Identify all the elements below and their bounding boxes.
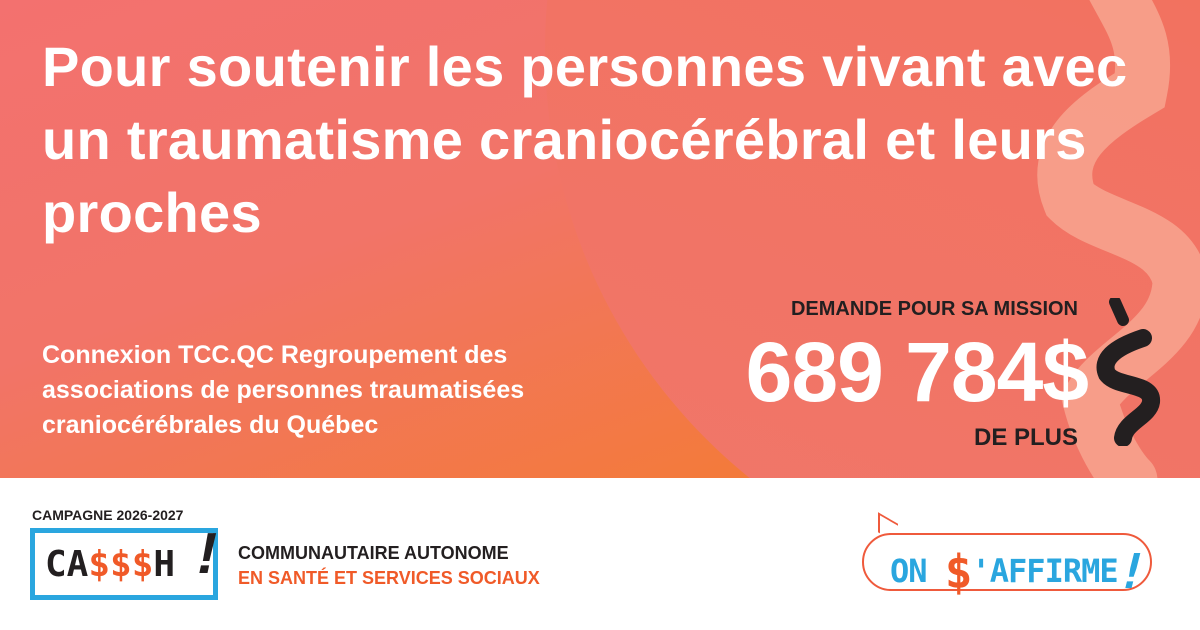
organization-name: Connexion TCC.QC Regroupement des associ… [42,341,525,439]
ask-amount: 689 784$ [745,325,1089,419]
headline: Pour soutenir les personnes vivant avec … [42,35,1128,244]
ask-suffix: DE PLUS [973,424,1078,451]
on-saffirme-logo-text: ON $'AFFIRME! [890,544,1153,600]
ask-label: DEMANDE POUR SA MISSION [790,298,1078,320]
tagline-line1: COMMUNAUTAIRE AUTONOME [238,543,509,563]
hero-banner: Pour soutenir les personnes vivant avec … [0,0,1200,478]
tagline-line2: EN SANTÉ ET SERVICES SOCIAUX [238,568,540,588]
dollar-watermark-icon [1037,0,1200,478]
on-saffirme-logo [862,533,1152,591]
campaign-label: CAMPAGNE 2026-2027 [32,507,184,523]
casssh-logo: CA$$$H [30,528,218,600]
casssh-logo-text: CA$$$H [45,544,176,585]
dollar-brush-icon [1096,298,1160,446]
